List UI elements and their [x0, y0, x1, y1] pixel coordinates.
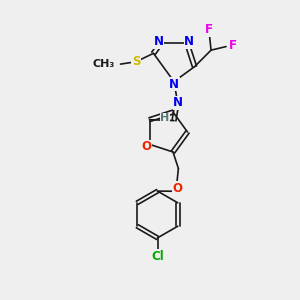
- Text: N: N: [169, 77, 179, 91]
- Text: H: H: [160, 113, 169, 123]
- Text: N: N: [173, 96, 183, 109]
- Text: CH₃: CH₃: [92, 59, 115, 69]
- Text: S: S: [132, 55, 140, 68]
- Text: N: N: [154, 35, 164, 48]
- Text: N: N: [184, 35, 194, 48]
- Text: F: F: [205, 23, 213, 36]
- Text: O: O: [172, 182, 182, 195]
- Text: Cl: Cl: [151, 250, 164, 263]
- Text: F: F: [229, 39, 237, 52]
- Text: O: O: [141, 140, 151, 153]
